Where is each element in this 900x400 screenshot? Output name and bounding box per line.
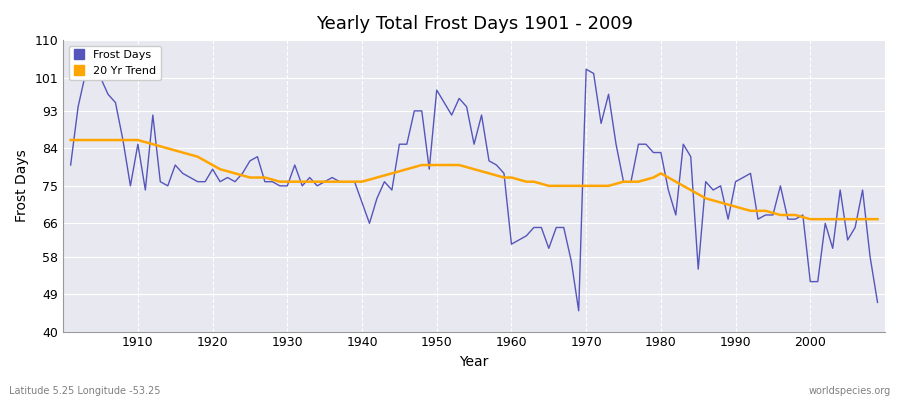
20 Yr Trend [65,138,76,142]
Frost Days [65,163,76,168]
Y-axis label: Frost Days: Frost Days [15,150,29,222]
Frost Days [125,184,136,188]
Legend: Frost Days, 20 Yr Trend: Frost Days, 20 Yr Trend [68,46,161,80]
Frost Days [872,300,883,305]
20 Yr Trend [125,138,136,142]
Frost Days [506,242,517,246]
Title: Yearly Total Frost Days 1901 - 2009: Yearly Total Frost Days 1901 - 2009 [316,15,633,33]
Text: worldspecies.org: worldspecies.org [809,386,891,396]
20 Yr Trend [499,175,509,180]
X-axis label: Year: Year [459,355,489,369]
Line: Frost Days: Frost Days [70,69,878,311]
20 Yr Trend [334,179,345,184]
Frost Days [499,171,509,176]
Frost Days [290,163,301,168]
Line: 20 Yr Trend: 20 Yr Trend [70,140,878,219]
Frost Days [580,67,591,72]
Frost Days [334,179,345,184]
20 Yr Trend [506,175,517,180]
20 Yr Trend [596,184,607,188]
Text: Latitude 5.25 Longitude -53.25: Latitude 5.25 Longitude -53.25 [9,386,160,396]
Frost Days [573,308,584,313]
20 Yr Trend [805,217,815,222]
Frost Days [610,142,621,147]
20 Yr Trend [290,179,301,184]
20 Yr Trend [872,217,883,222]
